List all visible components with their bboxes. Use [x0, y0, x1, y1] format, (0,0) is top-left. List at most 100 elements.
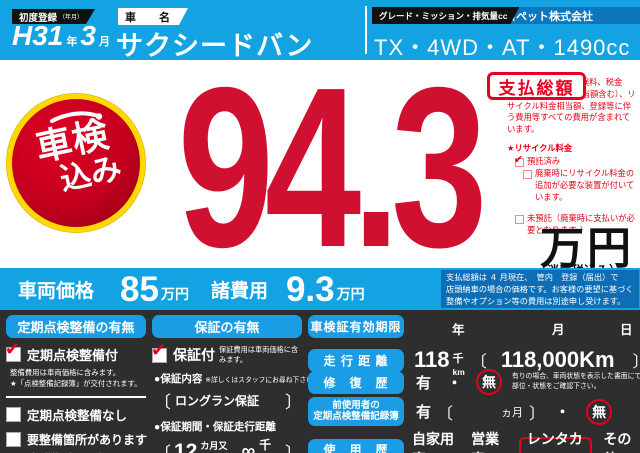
fees-value: 9.3 — [285, 269, 335, 309]
not-deposited-label: 未預託（廃棄時に支払いが必要となります。） — [527, 212, 635, 235]
maintenance-note: 整備費用は車両価格に含みます。 ★「点検整備記録簿」が交付されます。 — [10, 367, 146, 390]
warranty-period-value-row: 〔 12 カ月又は ∞ 千km 〕 — [154, 436, 302, 453]
price-note-line3: 整備やオプション等の費用は別途申し受けます。 — [446, 296, 626, 306]
warranty-period-label: ●保証期間・保証走行距離 — [154, 421, 276, 433]
usage-private: 自家用車 — [412, 431, 454, 453]
expiry-month-unit: 月 — [552, 323, 565, 337]
car-name-tag: 車 名 — [118, 8, 188, 25]
bracket-open: 〔 — [154, 393, 171, 412]
check-icon: ✔ — [514, 153, 524, 166]
warranty-months-unit: カ月又は — [200, 440, 228, 451]
warranty-column: 保証の有無 ✔ 保証付 保証費用は車両価格に含みます。 ●保証内容 ※詳しくはス… — [151, 315, 320, 453]
expiry-label: 車検証有効期限 — [308, 315, 404, 338]
mileage-value: 118 — [414, 347, 450, 372]
records-months-unit: ヵ月 — [501, 406, 524, 419]
maintenance-records-row: 前使用者の 定期点検整備記録簿 有 〔 ヵ月 〕 ・ 無 — [308, 397, 613, 426]
mileage-label: 走 行 距 離 — [308, 348, 404, 372]
bracket-open: 〔 — [154, 439, 171, 453]
repair-no-circled: 無 — [476, 369, 503, 395]
usage-history-row: 使 用 歴 自家用車 営業車 レンタカー その他 — [308, 429, 638, 453]
repair-note2: 部位・状態をご確認下さい。 — [512, 383, 601, 390]
checkbox-recycle-device — [523, 170, 532, 180]
details-column: 車検証有効期限 年 月 日 走 行 距 離 118 千 km 〔 118,000K… — [308, 310, 640, 453]
grade-value: TX・4WD・AT・1490cc — [374, 35, 631, 60]
header: 初度登録 （年月） 車 名 H31 年 3 月 サクシードバン グレード・ミッション・… — [0, 0, 640, 61]
with-maintenance-label: 定期点検整備付 — [27, 348, 119, 363]
maintenance-note1: 整備費用は車両価格に含みます。 — [10, 368, 121, 377]
without-maintenance-row: 定期点検整備なし — [6, 405, 146, 424]
header-divider — [365, 6, 367, 54]
dot-separator: ・ — [447, 374, 463, 392]
mileage-row: 走 行 距 離 118 千 km 〔 118,000Km 〕 — [308, 342, 640, 378]
month-unit: 月 — [98, 36, 110, 48]
price-unit: 万円 — [540, 224, 634, 273]
usage-rental-selected: レンタカー — [518, 431, 593, 453]
check-icon: ✔ — [5, 339, 21, 359]
needs-maintenance-label: 要整備箇所があります — [27, 432, 148, 447]
warranty-content-label: ●保証内容 — [154, 373, 203, 385]
checkbox-not-deposited — [515, 214, 524, 224]
total-price-value: 94.3 — [177, 40, 488, 295]
first-registration-tag-label: 初度登録 — [19, 12, 58, 24]
expiry-year-unit: 年 — [452, 323, 465, 337]
checkbox-deposited: ✔ — [514, 154, 524, 167]
checkbox-without-maintenance — [6, 406, 21, 422]
check-icon: ✔ — [151, 339, 167, 360]
first-registration-value: H31 年 3 月 — [12, 20, 113, 52]
without-maintenance-label: 定期点検整備なし — [27, 408, 128, 423]
needs-maintenance-row: 要整備箇所があります — [6, 431, 148, 448]
bottom-section: 定期点検整備の有無 ✔ 定期点検整備付 整備費用は車両価格に含みます。 ★「点検… — [0, 310, 640, 453]
inspection-bottom-note1: ★車両状態を表示した書面にて、 — [10, 451, 146, 453]
vehicle-price-value: 85 — [120, 269, 159, 309]
dot-separator: ・ — [555, 404, 571, 421]
not-deposited-row: 未預託（廃棄時に支払いが必要となります。） — [515, 213, 637, 237]
bracket-close: 〕 — [633, 348, 640, 372]
vehicle-price-unit: 万円 — [160, 286, 189, 302]
divider — [6, 395, 146, 398]
warranty-content-value-row: 〔 ロングラン保証 〕 — [154, 388, 302, 413]
records-label-line1: 前使用者の — [332, 399, 380, 411]
bracket-open: 〔 — [470, 354, 487, 371]
records-label-line2: 定期点検整備記録簿 — [313, 410, 399, 422]
repair-note1: 有りの場合、車両状態を表示した書面にて、 — [512, 372, 640, 380]
expiry-units: 年 月 日 — [404, 315, 634, 338]
checkbox-with-warranty: ✔ — [151, 340, 167, 363]
mileage-unit-main: 千 — [452, 353, 464, 365]
mileage-km-value: 118,000Km — [500, 347, 615, 372]
checkbox-needs-maintenance — [6, 431, 21, 447]
bracket-close: 〕 — [529, 405, 546, 423]
checkbox-with-maintenance: ✔ — [5, 339, 21, 362]
swoosh-icon — [50, 111, 103, 123]
grade-tag: グレード・ミッション・排気量cc — [372, 7, 519, 24]
grade-tag-label: グレード・ミッション・排気量cc — [379, 10, 508, 21]
recycle-fee-title: ★リサイクル料金 — [507, 142, 573, 153]
shaken-included-badge: 車検 込み — [7, 94, 145, 232]
warranty-title: 保証の有無 — [152, 315, 302, 338]
usage-label: 使 用 歴 — [308, 438, 404, 453]
with-warranty-row: ✔ 保証付 保証費用は車両価格に含みます。 — [151, 340, 302, 365]
bracket-close: 〕 — [285, 439, 302, 453]
with-warranty-note: 保証費用は車両価格に含みます。 — [219, 345, 299, 364]
warranty-distance-unit: 千km — [259, 438, 272, 452]
usage-other: その他 — [603, 431, 632, 453]
expiry-day-unit: 日 — [620, 323, 633, 337]
fees-unit: 万円 — [336, 286, 365, 302]
main-area: 車検 込み 94.3 支払総額 ★支払総額には、保険料、税金（いずれも未経過相当… — [0, 41, 640, 295]
usage-commercial: 営業車 — [471, 431, 500, 453]
bracket-close: 〕 — [285, 393, 302, 412]
total-price-label-box: 支払総額 — [487, 72, 586, 100]
inspection-column: 定期点検整備の有無 ✔ 定期点検整備付 整備費用は車両価格に含みます。 ★「点検… — [5, 315, 148, 453]
first-registration-tag: 初度登録 （年月） — [12, 9, 95, 24]
warranty-content-value: ロングラン保証 — [175, 394, 260, 408]
first-registration-era: H31 — [12, 20, 64, 51]
year-unit: 年 — [66, 36, 78, 48]
first-registration-tag-sub: （年月） — [59, 15, 84, 21]
maintenance-note2: ★「点検整備記録簿」が交付されます。 — [10, 379, 142, 389]
with-warranty-label: 保証付 — [173, 347, 215, 363]
mileage-unit-sub: km — [452, 367, 465, 377]
price-bar-note: 支払総額は ４ 月現在、 管内 登録（届出）で 店頭納車の場合の価格です。お客様… — [441, 270, 639, 308]
fees-label: 諸費用 — [210, 280, 268, 302]
recycle-deposited-row: ✔ 預託済み — [514, 154, 637, 168]
car-name: サクシードバン — [116, 31, 314, 61]
repair-note: 有りの場合、車両状態を表示した書面にて、 部位・状態をご確認下さい。 — [512, 372, 640, 392]
